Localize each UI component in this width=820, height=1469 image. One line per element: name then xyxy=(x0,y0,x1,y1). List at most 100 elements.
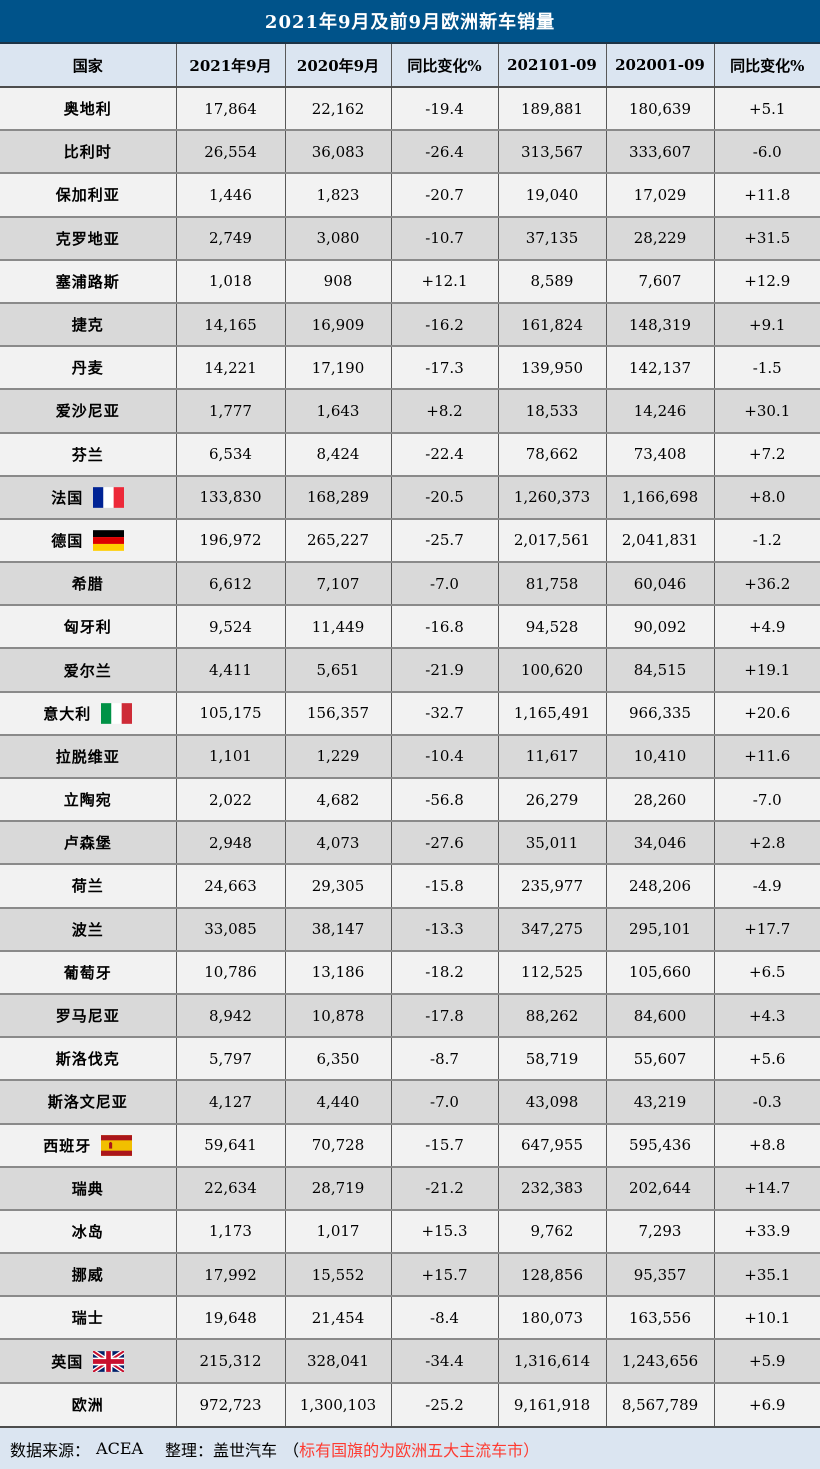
value-cell: 133,830 xyxy=(175,474,285,519)
country-cell: 欧洲 xyxy=(0,1381,176,1426)
table-row: 瑞典 22,634 28,719 -21.2 232,383 202,644 +14.7 xyxy=(0,1165,820,1210)
value-cell: 36,083 xyxy=(284,129,391,174)
value-cell: 24,663 xyxy=(175,863,285,908)
value-cell: 5,651 xyxy=(284,647,391,692)
value-cell: +8.2 xyxy=(390,388,498,433)
table-row: 立陶宛 2,022 4,682 -56.8 26,279 28,260 -7.0 xyxy=(0,776,820,822)
value-cell: 156,357 xyxy=(284,690,391,735)
value-cell: 105,175 xyxy=(175,690,285,735)
table-row: 塞浦路斯 1,018 908 +12.1 8,589 7,607 +12.9 xyxy=(0,258,820,303)
value-cell: -32.7 xyxy=(390,690,498,735)
value-cell: +8.0 xyxy=(713,474,820,519)
country-name: 波兰 xyxy=(71,920,104,939)
country-name: 西班牙 xyxy=(43,1136,92,1155)
country-cell: 塞浦路斯 xyxy=(0,258,176,303)
value-cell: 105,660 xyxy=(605,949,714,994)
editor-label: 整理：盖世汽车 xyxy=(165,1440,278,1460)
value-cell: -27.6 xyxy=(390,820,498,865)
country-name: 奥地利 xyxy=(63,100,112,119)
value-cell: 202,644 xyxy=(605,1165,714,1210)
value-cell: -56.8 xyxy=(390,776,498,822)
country-name: 卢森堡 xyxy=(63,834,112,853)
value-cell: 17,029 xyxy=(605,172,714,217)
value-cell: 11,617 xyxy=(497,733,606,778)
country-cell: 葡萄牙 xyxy=(0,949,176,994)
table-row: 匈牙利 9,524 11,449 -16.8 94,528 90,092 +4.9 xyxy=(0,604,820,649)
country-name-group: 希腊 xyxy=(72,573,104,594)
value-cell: +30.1 xyxy=(713,388,820,433)
country-name: 希腊 xyxy=(71,575,104,594)
value-cell: 7,107 xyxy=(284,561,391,606)
value-cell: 966,335 xyxy=(605,690,714,735)
value-cell: 1,643 xyxy=(284,388,391,433)
value-cell: 1,018 xyxy=(175,258,285,303)
country-name: 冰岛 xyxy=(71,1222,104,1241)
value-cell: +11.8 xyxy=(713,172,820,217)
value-cell: 84,600 xyxy=(605,992,714,1038)
country-name-group: 爱沙尼亚 xyxy=(56,400,120,421)
sales-table: 国家 2021年9月 2020年9月 同比变化% 202101-09 202001-09 同… xyxy=(0,44,820,1426)
value-cell: 196,972 xyxy=(175,517,285,563)
value-cell: 1,823 xyxy=(284,172,391,217)
table-row: 卢森堡 2,948 4,073 -27.6 35,011 34,046 +2.8 xyxy=(0,820,820,865)
value-cell: 4,682 xyxy=(284,776,391,822)
country-name-group: 波兰 xyxy=(72,919,104,940)
value-cell: 7,607 xyxy=(605,258,714,303)
value-cell: -10.7 xyxy=(390,215,498,260)
value-cell: 2,749 xyxy=(175,215,285,260)
table-row: 拉脱维亚 1,101 1,229 -10.4 11,617 10,410 +11.6 xyxy=(0,733,820,778)
value-cell: 8,424 xyxy=(284,431,391,476)
country-name-group: 西班牙 xyxy=(43,1134,133,1156)
value-cell: +17.7 xyxy=(713,906,820,951)
country-name-group: 瑞士 xyxy=(72,1307,104,1328)
table-row: 希腊 6,612 7,107 -7.0 81,758 60,046 +36.2 xyxy=(0,561,820,606)
value-cell: 647,955 xyxy=(497,1122,606,1167)
value-cell: +36.2 xyxy=(713,561,820,606)
uk-flag-icon xyxy=(93,1350,125,1372)
value-cell: +12.1 xyxy=(390,258,498,303)
value-cell: -19.4 xyxy=(390,87,498,131)
italy-flag-icon xyxy=(101,702,133,724)
country-cell: 丹麦 xyxy=(0,345,176,390)
country-name: 立陶宛 xyxy=(63,791,112,810)
value-cell: -22.4 xyxy=(390,431,498,476)
value-cell: 15,552 xyxy=(284,1252,391,1297)
value-cell: 100,620 xyxy=(497,647,606,692)
value-cell: 16,909 xyxy=(284,301,391,347)
value-cell: +8.8 xyxy=(713,1122,820,1167)
country-name-group: 芬兰 xyxy=(72,444,104,465)
value-cell: +9.1 xyxy=(713,301,820,347)
value-cell: -13.3 xyxy=(390,906,498,951)
country-name: 荷兰 xyxy=(71,877,104,896)
value-cell: 59,641 xyxy=(175,1122,285,1167)
value-cell: -8.4 xyxy=(390,1295,498,1340)
table-row: 荷兰 24,663 29,305 -15.8 235,977 248,206 -4.9 xyxy=(0,863,820,908)
value-cell: -16.8 xyxy=(390,604,498,649)
country-cell: 瑞士 xyxy=(0,1295,176,1340)
value-cell: 6,350 xyxy=(284,1036,391,1081)
value-cell: 7,293 xyxy=(605,1208,714,1254)
table-row: 爱沙尼亚 1,777 1,643 +8.2 18,533 14,246 +30.1 xyxy=(0,388,820,433)
table-row: 芬兰 6,534 8,424 -22.4 78,662 73,408 +7.2 xyxy=(0,431,820,476)
value-cell: 6,534 xyxy=(175,431,285,476)
value-cell: 38,147 xyxy=(284,906,391,951)
value-cell: +35.1 xyxy=(713,1252,820,1297)
value-cell: 22,162 xyxy=(284,87,391,131)
value-cell: +6.9 xyxy=(713,1381,820,1426)
country-name: 瑞典 xyxy=(71,1179,104,1198)
country-name: 意大利 xyxy=(43,704,92,723)
value-cell: 163,556 xyxy=(605,1295,714,1340)
country-cell: 立陶宛 xyxy=(0,776,176,822)
value-cell: -7.0 xyxy=(713,776,820,822)
value-cell: 180,073 xyxy=(497,1295,606,1340)
value-cell: 19,040 xyxy=(497,172,606,217)
value-cell: 215,312 xyxy=(175,1338,285,1383)
country-cell: 荷兰 xyxy=(0,863,176,908)
country-name-group: 爱尔兰 xyxy=(64,660,112,681)
note-close-paren: ） xyxy=(523,1440,540,1460)
value-cell: +31.5 xyxy=(713,215,820,260)
value-cell: 1,777 xyxy=(175,388,285,433)
country-cell: 罗马尼亚 xyxy=(0,992,176,1038)
table-row: 斯洛伐克 5,797 6,350 -8.7 58,719 55,607 +5.6 xyxy=(0,1036,820,1081)
value-cell: 10,878 xyxy=(284,992,391,1038)
